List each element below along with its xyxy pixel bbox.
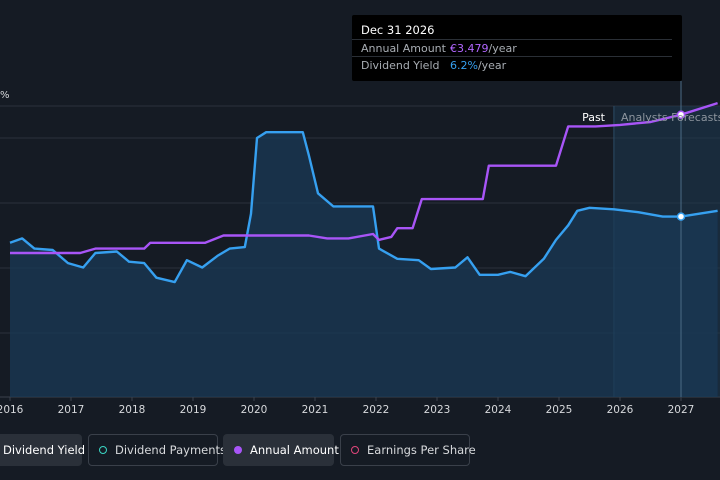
x-tick-label-2018: 2018: [119, 404, 146, 416]
legend-annual-amount-label: Annual Amount: [250, 443, 339, 457]
dividend-yield-area: [10, 132, 718, 397]
past-label: Past: [582, 111, 606, 124]
legend-earnings-per-share-label: Earnings Per Share: [367, 443, 476, 457]
dividend-yield-marker[interactable]: [676, 212, 686, 221]
dividend-payments-dot-icon: [99, 446, 107, 454]
legend-dividend-payments-label: Dividend Payments: [115, 443, 227, 457]
legend-dividend-payments[interactable]: Dividend Payments: [88, 434, 226, 466]
annual-amount-dot-icon: [234, 446, 242, 454]
tooltip-yield: 6.2%/year: [450, 59, 506, 72]
x-tick-label-2017: 2017: [58, 404, 85, 416]
x-tick-label-2021: 2021: [302, 404, 329, 416]
legend-dividend-yield-label: Dividend Yield: [3, 443, 86, 457]
annual-amount-marker[interactable]: [676, 110, 686, 119]
x-tick-label-2025: 2025: [546, 404, 573, 416]
x-axis-ticks: 2016 2017 2018 2019 2020 2021 2022 2023 2024 2025…: [0, 397, 694, 416]
tooltip-amount-unit: /year: [488, 42, 517, 55]
tooltip: Dec 31 2026 Annual Amount €3.479/year Di…: [352, 15, 682, 81]
tooltip-yield-row: Dividend Yield 6.2%/year: [352, 56, 672, 74]
x-tick-label-2024: 2024: [485, 404, 512, 416]
dividend-yield-line: [9, 131, 718, 284]
x-tick-label-2019: 2019: [180, 404, 207, 416]
x-tick-label-2026: 2026: [607, 404, 634, 416]
legend-dividend-yield[interactable]: Dividend Yield: [0, 434, 86, 466]
earnings-per-share-dot-icon: [351, 446, 359, 454]
x-tick-label-2023: 2023: [424, 404, 451, 416]
legend-earnings-per-share[interactable]: Earnings Per Share: [340, 434, 476, 466]
tooltip-amount-value: €3.479: [450, 42, 489, 55]
tooltip-yield-value: 6.2%: [450, 59, 478, 72]
tooltip-date: Dec 31 2026: [361, 23, 435, 37]
annual-amount-line: [10, 101, 718, 255]
x-tick-label-2020: 2020: [241, 404, 268, 416]
tooltip-amount-row: Annual Amount €3.479/year: [352, 39, 672, 57]
tooltip-yield-label: Dividend Yield: [361, 59, 440, 72]
forecast-label: Analysts Forecasts: [621, 111, 720, 124]
x-tick-label-2022: 2022: [363, 404, 390, 416]
y-axis-unit: %: [0, 90, 10, 101]
legend-annual-amount[interactable]: Annual Amount: [223, 434, 339, 466]
tooltip-yield-unit: /year: [477, 59, 507, 72]
tooltip-amount-label: Annual Amount: [361, 42, 446, 55]
x-tick-label-2027: 2027: [668, 404, 695, 416]
tooltip-amount: €3.479/year: [450, 42, 517, 55]
x-tick-label-2016: 2016: [0, 404, 24, 416]
